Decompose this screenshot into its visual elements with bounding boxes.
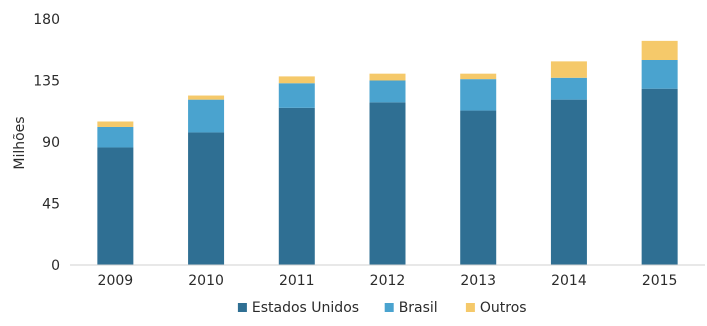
bar-brasil-2010 xyxy=(188,99,225,133)
bar-outros-2015 xyxy=(641,40,678,60)
x-tick-label: 2015 xyxy=(642,273,678,289)
x-tick-label: 2009 xyxy=(98,273,134,289)
bar-estados-unidos-2010 xyxy=(188,132,225,265)
bar-estados-unidos-2012 xyxy=(369,102,406,265)
bar-outros-2012 xyxy=(369,73,406,81)
x-axis-ticks: 2009 2010 2011 2012 2013 2014 2015 xyxy=(98,273,678,289)
bar-outros-2011 xyxy=(278,76,315,84)
bar-estados-unidos-2011 xyxy=(278,107,315,265)
y-tick-label: 45 xyxy=(42,197,60,213)
bars xyxy=(97,40,678,265)
bar-brasil-2012 xyxy=(369,80,406,103)
legend-swatch xyxy=(237,303,247,312)
bar-estados-unidos-2015 xyxy=(641,88,678,265)
legend-label: Outros xyxy=(480,300,527,316)
y-tick-label: 180 xyxy=(33,12,60,28)
bar-estados-unidos-2009 xyxy=(97,147,134,265)
bar-outros-2013 xyxy=(460,73,497,80)
legend-label: Brasil xyxy=(399,300,438,316)
y-axis-ticks: 0 45 90 135 180 xyxy=(33,12,60,274)
x-tick-label: 2012 xyxy=(370,273,406,289)
y-tick-label: 135 xyxy=(33,74,60,90)
legend-swatch xyxy=(384,303,394,312)
bar-brasil-2013 xyxy=(460,79,497,111)
y-tick-label: 0 xyxy=(51,258,60,274)
legend-swatch xyxy=(465,303,475,312)
bar-outros-2010 xyxy=(188,95,225,100)
bar-outros-2009 xyxy=(97,121,134,127)
bar-estados-unidos-2014 xyxy=(550,99,587,265)
legend-label: Estados Unidos xyxy=(252,300,359,316)
bar-brasil-2011 xyxy=(278,83,315,108)
bar-brasil-2009 xyxy=(97,126,134,148)
x-tick-label: 2010 xyxy=(188,273,224,289)
bar-outros-2014 xyxy=(550,61,587,78)
x-tick-label: 2014 xyxy=(551,273,587,289)
bar-brasil-2015 xyxy=(641,60,678,89)
x-tick-label: 2011 xyxy=(279,273,315,289)
legend: Estados Unidos Brasil Outros xyxy=(237,300,527,316)
bar-estados-unidos-2013 xyxy=(460,110,497,265)
y-axis-label: Milhões xyxy=(12,116,28,169)
x-tick-label: 2013 xyxy=(460,273,496,289)
y-tick-label: 90 xyxy=(42,135,60,151)
bar-brasil-2014 xyxy=(550,77,587,100)
